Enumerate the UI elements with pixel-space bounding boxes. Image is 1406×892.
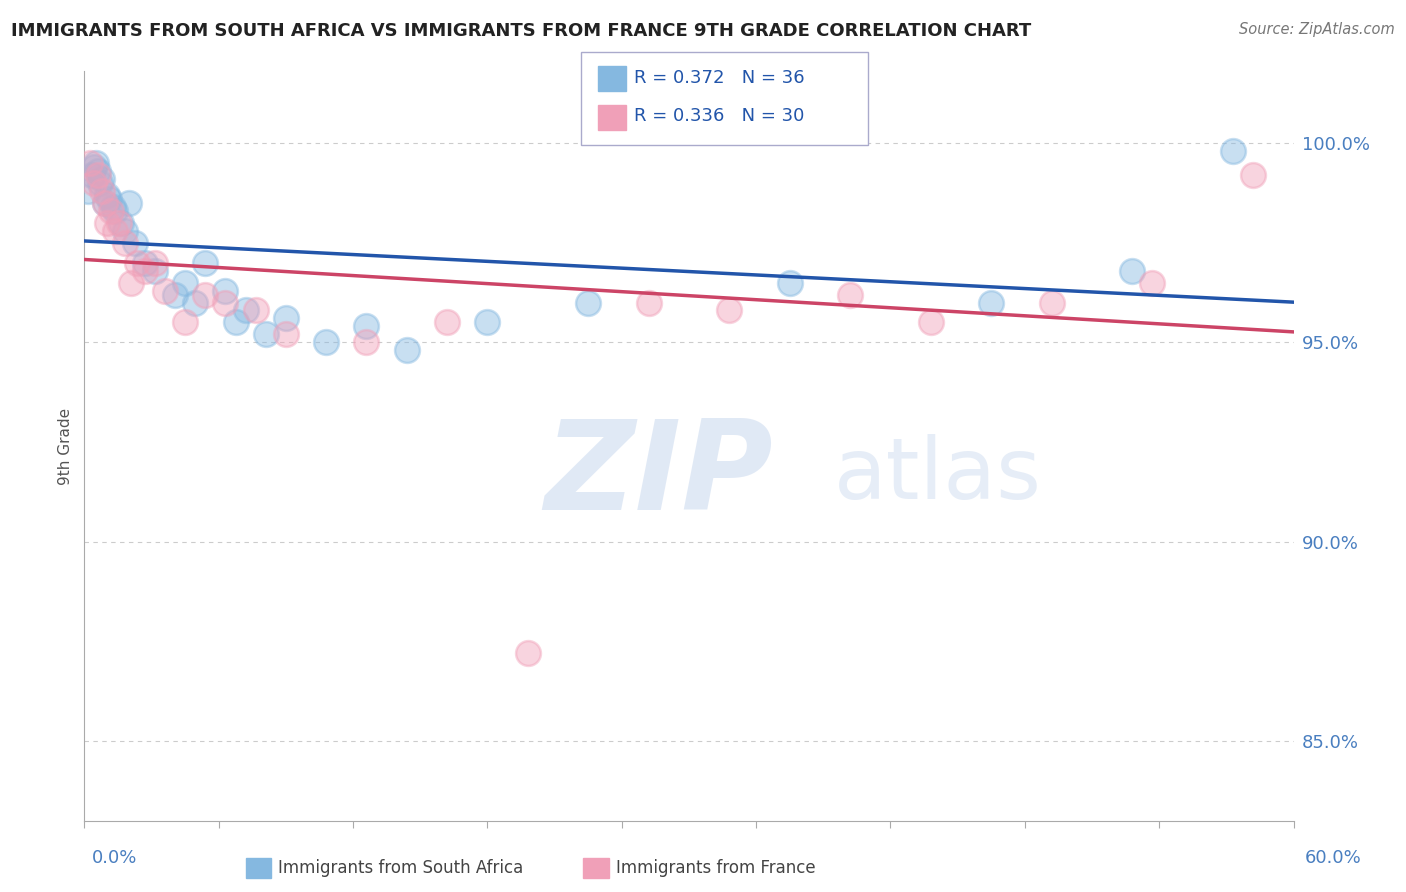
Point: [235, 303, 257, 318]
Point: [839, 287, 862, 301]
Point: [100, 203, 122, 218]
Point: [87, 164, 110, 178]
Point: [274, 311, 297, 326]
Text: IMMIGRANTS FROM SOUTH AFRICA VS IMMIGRANTS FROM FRANCE 9TH GRADE CORRELATION CHA: IMMIGRANTS FROM SOUTH AFRICA VS IMMIGRAN…: [11, 22, 1032, 40]
Point: [114, 235, 136, 250]
Point: [214, 295, 236, 310]
Point: [96, 216, 118, 230]
Point: [114, 224, 136, 238]
Text: atlas: atlas: [834, 434, 1042, 517]
Point: [77, 184, 100, 198]
Point: [395, 343, 418, 358]
Point: [120, 276, 142, 290]
Point: [96, 188, 118, 202]
Point: [134, 263, 156, 277]
Point: [174, 315, 197, 329]
Y-axis label: 9th Grade: 9th Grade: [58, 408, 73, 484]
Point: [245, 303, 267, 318]
Point: [1121, 263, 1143, 277]
Point: [125, 255, 148, 269]
Text: Source: ZipAtlas.com: Source: ZipAtlas.com: [1239, 22, 1395, 37]
Point: [225, 315, 247, 329]
Text: Immigrants from France: Immigrants from France: [616, 859, 815, 877]
Point: [104, 203, 127, 218]
Point: [194, 255, 217, 269]
Text: R = 0.336   N = 30: R = 0.336 N = 30: [634, 107, 804, 125]
Point: [87, 168, 110, 182]
Point: [718, 303, 741, 318]
Point: [194, 287, 217, 301]
Text: ZIP: ZIP: [544, 416, 772, 536]
Point: [83, 176, 105, 190]
Point: [920, 315, 942, 329]
Point: [356, 319, 378, 334]
Text: Immigrants from South Africa: Immigrants from South Africa: [278, 859, 523, 877]
Point: [83, 160, 105, 174]
Point: [516, 646, 538, 660]
Point: [110, 216, 132, 230]
Point: [153, 284, 176, 298]
Point: [82, 168, 104, 182]
Point: [1142, 276, 1164, 290]
Point: [356, 335, 378, 350]
Point: [637, 295, 659, 310]
Point: [1222, 144, 1244, 158]
Point: [274, 327, 297, 342]
Point: [254, 327, 277, 342]
Point: [79, 156, 101, 170]
Point: [107, 216, 129, 230]
Point: [124, 235, 146, 250]
Point: [93, 195, 115, 210]
Point: [143, 255, 166, 269]
Point: [980, 295, 1002, 310]
Point: [93, 195, 115, 210]
Point: [214, 284, 236, 298]
Point: [436, 315, 458, 329]
Text: R = 0.372   N = 36: R = 0.372 N = 36: [634, 69, 804, 87]
Point: [86, 156, 108, 170]
Point: [1241, 168, 1264, 182]
Point: [104, 224, 127, 238]
Point: [118, 195, 141, 210]
Point: [1040, 295, 1063, 310]
Text: 0.0%: 0.0%: [91, 849, 136, 867]
Point: [91, 172, 114, 186]
Point: [174, 276, 197, 290]
Point: [165, 287, 187, 301]
Point: [315, 335, 337, 350]
Point: [134, 255, 156, 269]
Point: [184, 295, 207, 310]
Point: [91, 184, 114, 198]
Text: 60.0%: 60.0%: [1305, 849, 1361, 867]
Point: [779, 276, 801, 290]
Point: [576, 295, 599, 310]
Point: [89, 176, 111, 190]
Point: [97, 192, 120, 206]
Point: [477, 315, 499, 329]
Point: [143, 263, 166, 277]
Point: [101, 200, 124, 214]
